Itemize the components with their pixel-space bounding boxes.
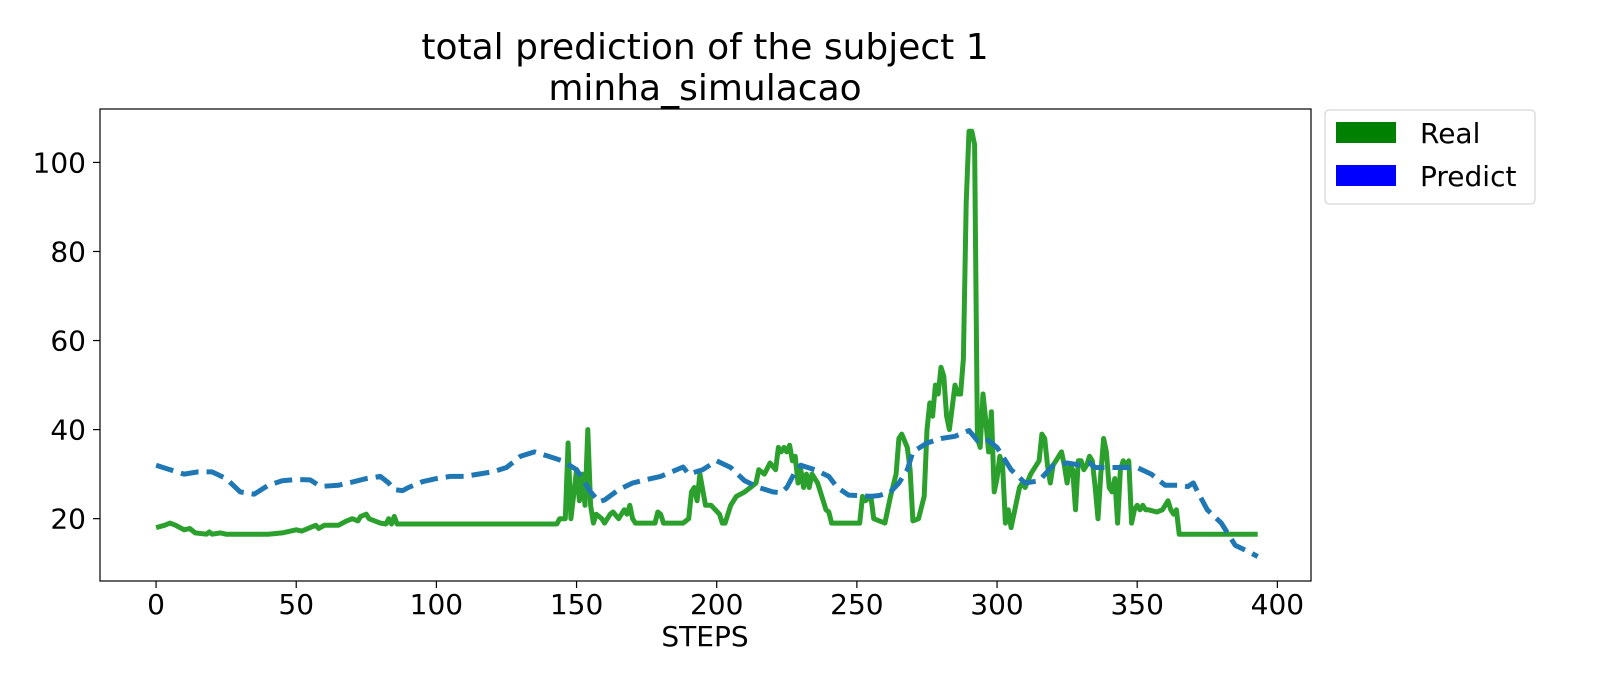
chart-subtitle: minha_simulacao — [548, 68, 861, 109]
y-tick-label: 100 — [33, 146, 86, 179]
y-tick-label: 20 — [50, 503, 86, 536]
x-tick-label: 50 — [278, 588, 314, 621]
x-tick-label: 0 — [147, 588, 165, 621]
series-line-predict — [155, 428, 1259, 559]
legend: Real Predict — [1324, 109, 1536, 205]
series-line-real — [155, 128, 1258, 537]
y-tick-label: 40 — [50, 414, 86, 447]
x-tick-label: 200 — [690, 588, 743, 621]
x-tick-label: 400 — [1251, 588, 1304, 621]
legend-label-predict: Predict — [1420, 160, 1516, 193]
chart-title: total prediction of the subject 1 — [421, 27, 988, 68]
y-tick-label: 80 — [50, 235, 86, 268]
x-tick-label: 100 — [410, 588, 463, 621]
series-layer — [155, 128, 1259, 559]
legend-label-real: Real — [1420, 117, 1480, 150]
x-tick-label: 250 — [830, 588, 883, 621]
x-tick-label: 350 — [1110, 588, 1163, 621]
axis-layer: 0 50 100 150 200 250 300 350 400 20 40 60 80 100 — [33, 146, 1305, 621]
x-axis-label: STEPS — [661, 620, 748, 653]
x-tick-label: 300 — [970, 588, 1023, 621]
legend-swatch-predict — [1336, 165, 1396, 186]
legend-swatch-real — [1336, 122, 1396, 143]
plot-frame — [99, 108, 1312, 582]
y-tick-label: 60 — [50, 325, 86, 358]
x-tick-label: 150 — [550, 588, 603, 621]
